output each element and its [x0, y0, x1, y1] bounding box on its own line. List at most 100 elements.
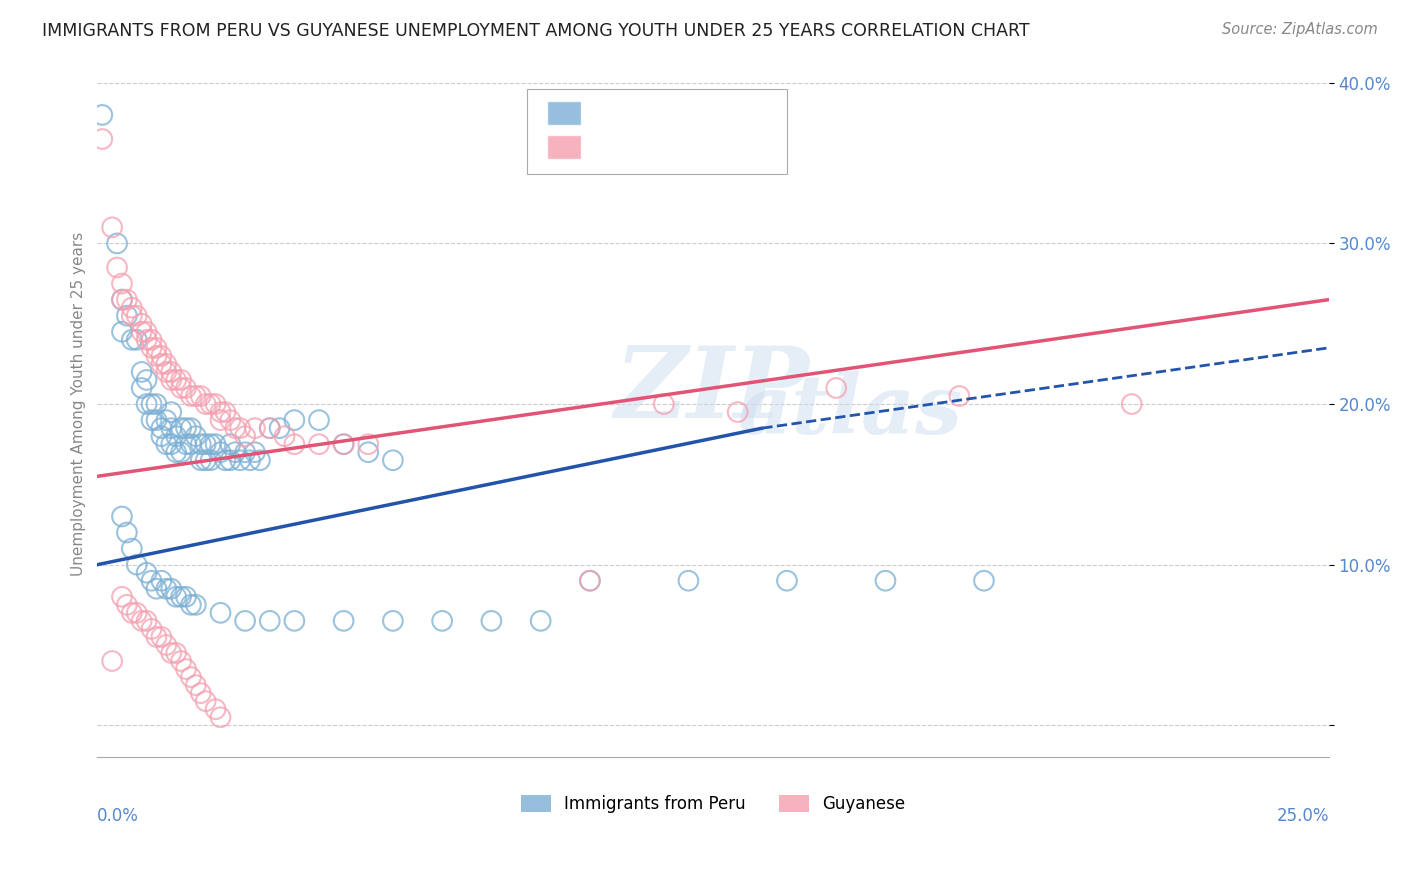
Guyanese: [115, 293, 138, 307]
Text: atlas: atlas: [738, 371, 963, 451]
Text: 0.0%: 0.0%: [97, 807, 139, 825]
Immigrants from Peru: [141, 413, 163, 427]
Text: 25.0%: 25.0%: [1277, 807, 1329, 825]
Guyanese: [145, 630, 167, 644]
Immigrants from Peru: [91, 108, 114, 122]
Guyanese: [101, 220, 124, 235]
Guyanese: [111, 293, 134, 307]
Immigrants from Peru: [145, 582, 167, 596]
Guyanese: [150, 349, 173, 363]
Guyanese: [174, 662, 197, 676]
Immigrants from Peru: [194, 437, 217, 451]
Immigrants from Peru: [155, 437, 177, 451]
Guyanese: [190, 389, 212, 403]
Guyanese: [155, 638, 177, 652]
Text: N = 77: N = 77: [685, 138, 748, 156]
Guyanese: [165, 373, 187, 387]
Guyanese: [170, 373, 193, 387]
Immigrants from Peru: [121, 541, 143, 556]
Immigrants from Peru: [243, 445, 266, 459]
Guyanese: [209, 710, 232, 724]
Guyanese: [160, 646, 183, 660]
Immigrants from Peru: [875, 574, 897, 588]
Immigrants from Peru: [155, 582, 177, 596]
Immigrants from Peru: [381, 614, 404, 628]
Immigrants from Peru: [224, 445, 246, 459]
Guyanese: [190, 686, 212, 700]
Immigrants from Peru: [184, 429, 207, 443]
Immigrants from Peru: [135, 373, 157, 387]
Guyanese: [115, 598, 138, 612]
Immigrants from Peru: [776, 574, 799, 588]
Immigrants from Peru: [121, 333, 143, 347]
Guyanese: [131, 317, 153, 331]
Immigrants from Peru: [249, 453, 271, 467]
Guyanese: [1121, 397, 1143, 411]
Guyanese: [141, 341, 163, 355]
Guyanese: [135, 614, 157, 628]
Guyanese: [579, 574, 602, 588]
Immigrants from Peru: [200, 437, 222, 451]
Guyanese: [150, 357, 173, 371]
Immigrants from Peru: [332, 437, 354, 451]
Immigrants from Peru: [115, 309, 138, 323]
Immigrants from Peru: [145, 397, 167, 411]
Immigrants from Peru: [174, 421, 197, 435]
Immigrants from Peru: [233, 614, 256, 628]
Text: ZIP: ZIP: [614, 342, 810, 438]
Immigrants from Peru: [200, 453, 222, 467]
Guyanese: [194, 397, 217, 411]
Guyanese: [204, 397, 226, 411]
Guyanese: [219, 413, 242, 427]
Guyanese: [141, 333, 163, 347]
Guyanese: [233, 429, 256, 443]
Guyanese: [332, 437, 354, 451]
Text: R = 0.188: R = 0.188: [591, 104, 681, 122]
Immigrants from Peru: [283, 413, 305, 427]
Guyanese: [121, 301, 143, 315]
Immigrants from Peru: [111, 509, 134, 524]
Guyanese: [209, 405, 232, 419]
Guyanese: [273, 429, 295, 443]
Immigrants from Peru: [125, 333, 148, 347]
Immigrants from Peru: [160, 582, 183, 596]
Immigrants from Peru: [174, 590, 197, 604]
Legend: Immigrants from Peru, Guyanese: Immigrants from Peru, Guyanese: [515, 789, 912, 820]
Immigrants from Peru: [150, 429, 173, 443]
Guyanese: [150, 630, 173, 644]
Immigrants from Peru: [219, 453, 242, 467]
Immigrants from Peru: [332, 614, 354, 628]
Text: R = 0.257: R = 0.257: [591, 138, 681, 156]
Guyanese: [165, 646, 187, 660]
Guyanese: [214, 405, 236, 419]
Guyanese: [224, 421, 246, 435]
Y-axis label: Unemployment Among Youth under 25 years: Unemployment Among Youth under 25 years: [72, 232, 86, 576]
Text: Source: ZipAtlas.com: Source: ZipAtlas.com: [1222, 22, 1378, 37]
Immigrants from Peru: [145, 413, 167, 427]
Guyanese: [184, 678, 207, 692]
Guyanese: [184, 389, 207, 403]
Immigrants from Peru: [430, 614, 453, 628]
Guyanese: [131, 614, 153, 628]
Guyanese: [160, 365, 183, 379]
Immigrants from Peru: [194, 453, 217, 467]
Immigrants from Peru: [381, 453, 404, 467]
Guyanese: [135, 333, 157, 347]
Guyanese: [111, 277, 134, 291]
Guyanese: [135, 325, 157, 339]
Immigrants from Peru: [209, 606, 232, 620]
Immigrants from Peru: [190, 437, 212, 451]
Guyanese: [209, 413, 232, 427]
Immigrants from Peru: [259, 614, 281, 628]
Immigrants from Peru: [150, 421, 173, 435]
Guyanese: [155, 365, 177, 379]
Immigrants from Peru: [204, 437, 226, 451]
Immigrants from Peru: [131, 381, 153, 395]
Guyanese: [825, 381, 848, 395]
Text: N = 82: N = 82: [685, 104, 748, 122]
Guyanese: [180, 670, 202, 684]
Immigrants from Peru: [135, 397, 157, 411]
Immigrants from Peru: [170, 590, 193, 604]
Guyanese: [200, 397, 222, 411]
Immigrants from Peru: [973, 574, 995, 588]
